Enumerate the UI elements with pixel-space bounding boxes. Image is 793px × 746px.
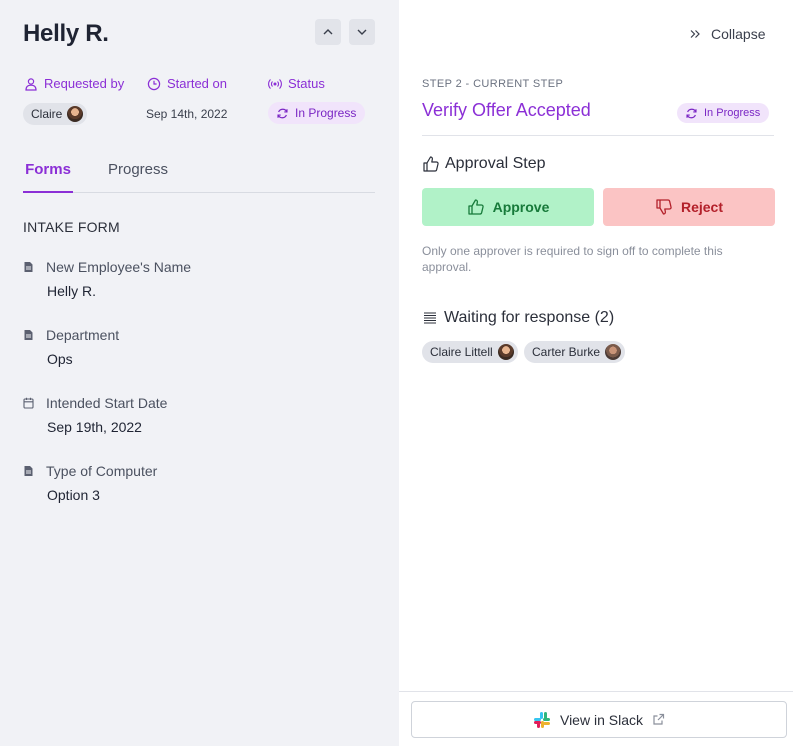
thumbs-down-icon [656, 199, 672, 215]
user-icon [25, 77, 37, 91]
step-status-badge: In Progress [677, 103, 770, 123]
approval-step-heading: Approval Step [422, 155, 546, 173]
thumbs-up-icon [423, 156, 439, 172]
list-icon [424, 312, 436, 324]
calendar-icon [23, 397, 34, 409]
refresh-icon [277, 108, 288, 118]
page-title: Helly R. [23, 20, 109, 47]
step-panel: Collapse STEP 2 - CURRENT STEP Verify Of… [399, 0, 793, 746]
chevrons-right-icon [690, 30, 700, 38]
requested-by-label: Requested by [24, 76, 124, 91]
document-icon [24, 262, 33, 272]
field-value-start-date: Sep 19th, 2022 [47, 419, 142, 435]
field-value-computer-type: Option 3 [47, 487, 100, 503]
approval-help-text: Only one approver is required to sign of… [422, 244, 723, 274]
started-on-label: Started on [147, 76, 227, 91]
approver-chip[interactable]: Carter Burke [524, 341, 626, 363]
previous-button[interactable] [315, 19, 341, 45]
reject-button[interactable]: Reject [603, 188, 775, 226]
requester-chip[interactable]: Claire [23, 103, 88, 125]
thumbs-up-icon [467, 199, 484, 215]
document-icon [24, 466, 33, 476]
approver-chip[interactable]: Claire Littell [422, 341, 518, 363]
request-details-panel: Helly R. Requested by Started on Status … [0, 0, 399, 746]
tab-forms[interactable]: Forms [23, 160, 73, 193]
document-icon [24, 330, 33, 340]
broadcast-icon [268, 78, 282, 89]
field-label-start-date: Intended Start Date [23, 395, 167, 411]
external-link-icon [653, 713, 665, 725]
status-label: Status [268, 76, 325, 91]
tab-progress[interactable]: Progress [108, 161, 169, 178]
divider [422, 135, 774, 136]
field-label-department: Department [23, 327, 119, 343]
collapse-button[interactable]: Collapse [689, 26, 765, 42]
field-label-employee-name: New Employee's Name [23, 259, 191, 275]
field-value-employee-name: Helly R. [47, 283, 97, 299]
tab-bar: Forms Progress [23, 160, 375, 193]
avatar [605, 344, 622, 360]
status-badge: In Progress [268, 102, 366, 124]
refresh-icon [686, 108, 697, 118]
clock-icon [147, 77, 161, 90]
section-heading: INTAKE FORM [23, 219, 120, 235]
panel-footer: View in Slack [399, 691, 793, 746]
started-on-value: Sep 14th, 2022 [146, 107, 228, 121]
step-label: STEP 2 - CURRENT STEP [422, 78, 564, 90]
waiting-heading: Waiting for response (2) [422, 309, 614, 327]
avatar [497, 344, 514, 360]
chevron-down-icon [357, 29, 367, 35]
avatar [67, 106, 84, 122]
slack-icon [533, 711, 550, 728]
next-button[interactable] [349, 19, 375, 45]
field-label-computer-type: Type of Computer [23, 463, 157, 479]
chevron-up-icon [323, 29, 333, 35]
approve-button[interactable]: Approve [422, 188, 594, 226]
view-in-slack-button[interactable]: View in Slack [411, 701, 787, 738]
field-value-department: Ops [47, 351, 73, 367]
step-title: Verify Offer Accepted [422, 100, 591, 120]
